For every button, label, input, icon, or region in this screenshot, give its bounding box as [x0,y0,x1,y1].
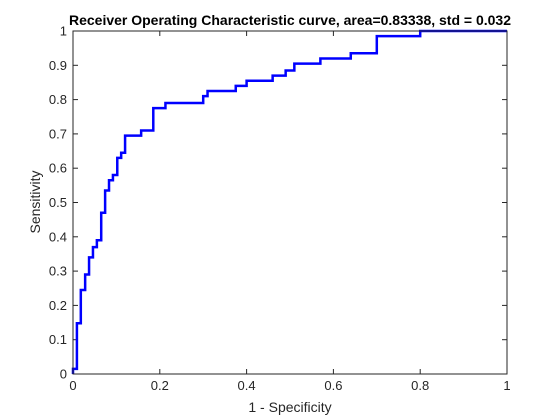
x-tick-label: 0.4 [238,378,256,393]
chart-title: Receiver Operating Characteristic curve,… [69,12,511,28]
roc-curve-line [71,29,507,374]
y-tick-label: 1 [60,24,67,39]
y-tick-label: 0.8 [49,92,67,107]
x-tick-label: 1 [503,378,510,393]
plot-area [73,31,507,374]
tick-labels: 0 0.2 0.4 0.6 0.8 1 0 0.1 0.2 0.3 0.4 0.5 0.6 0.7 0.8 0… [49,24,511,394]
y-tick-label: 0.7 [49,126,67,141]
series-layer [71,29,507,374]
axes-box [72,30,508,375]
y-tick-label: 0.2 [49,298,67,313]
x-tick-label: 0.2 [151,378,169,393]
y-tick-label: 0.3 [49,264,67,279]
y-tick-label: 0.4 [49,229,67,244]
x-tick-label: 0 [69,378,76,393]
y-tick-label: 0.6 [49,161,67,176]
y-tick-label: 0.1 [49,332,67,347]
y-tick-label: 0 [60,367,67,382]
x-axis-label: 1 - Specificity [248,399,331,415]
y-axis-label: Sensitivity [27,170,43,233]
y-tick-label: 0.9 [49,58,67,73]
y-tick-label: 0.5 [49,195,67,210]
x-tick-label: 0.6 [324,378,342,393]
x-tick-label: 0.8 [411,378,429,393]
